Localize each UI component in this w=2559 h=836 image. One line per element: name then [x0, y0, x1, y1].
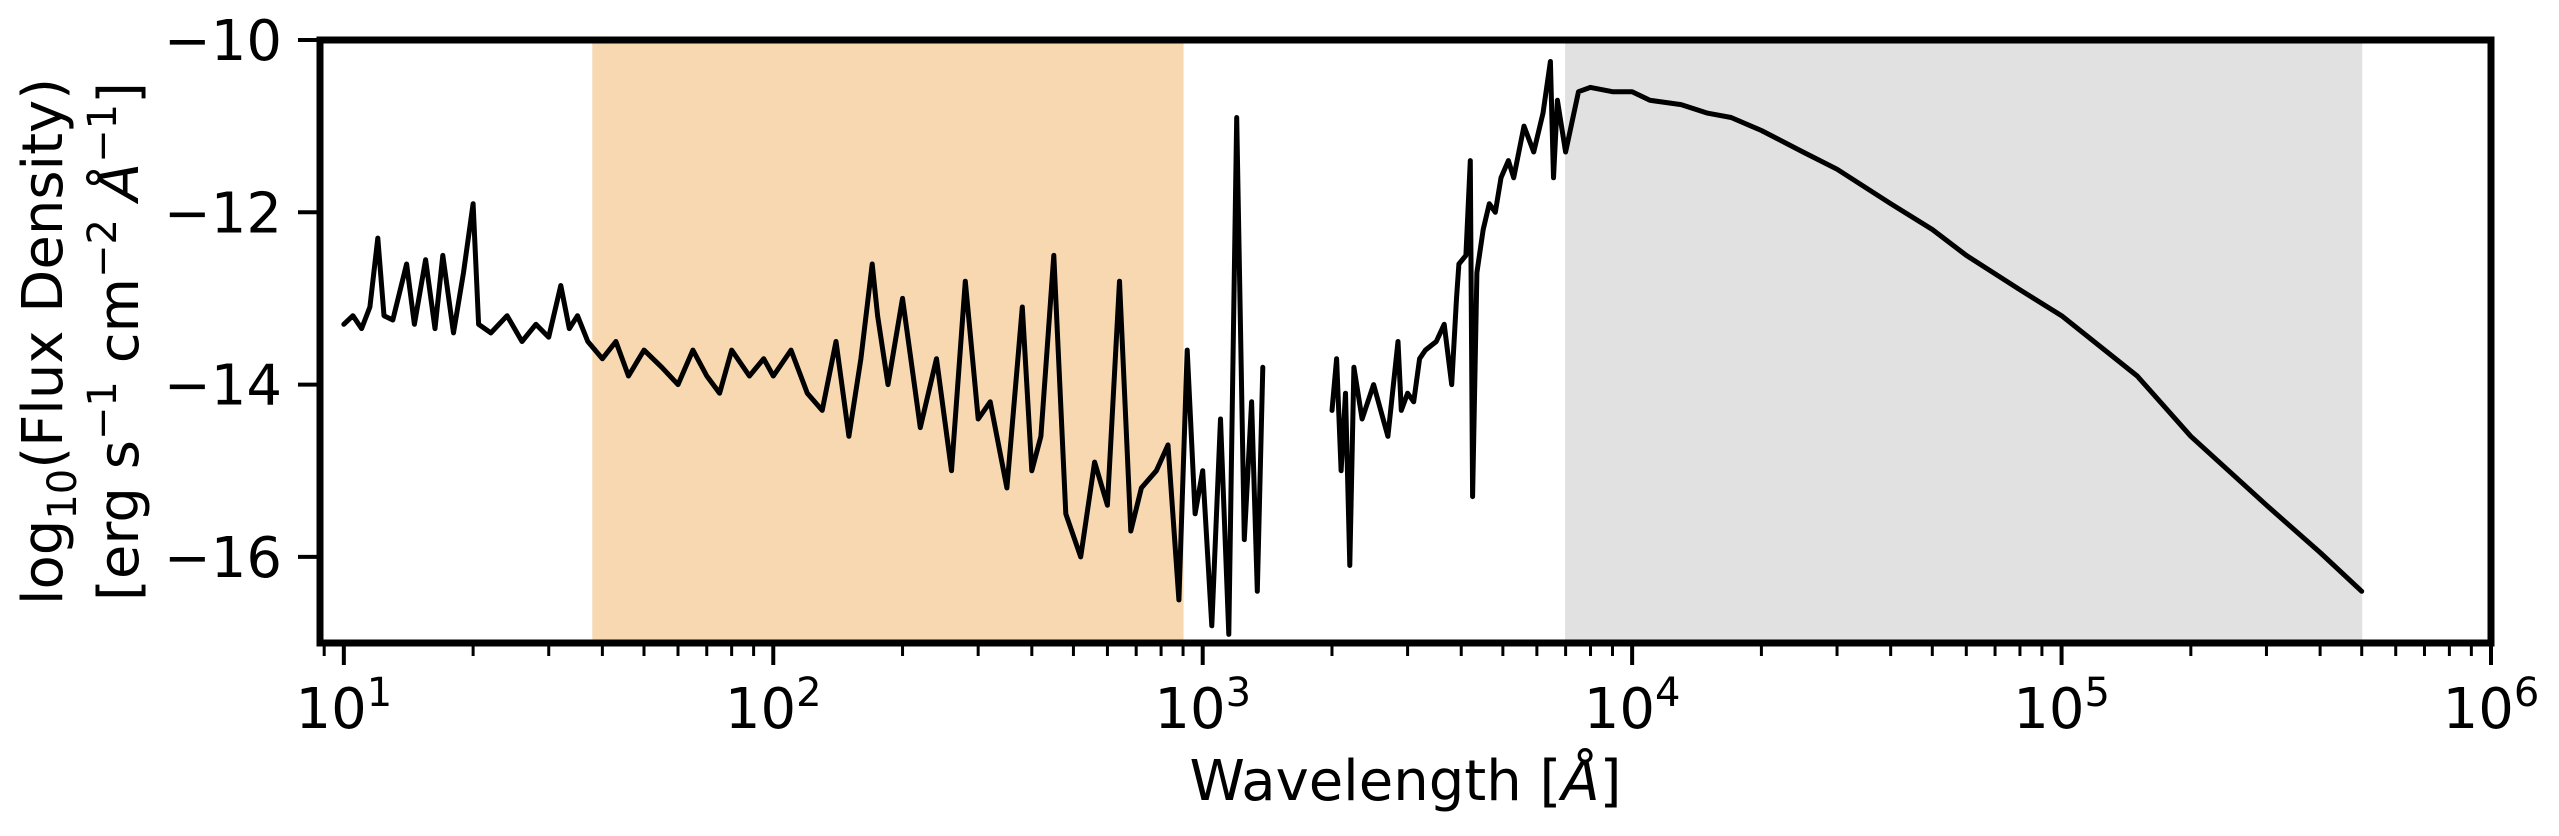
spectrum-line-segment-2: [1329, 59, 2365, 594]
major-ticks: [298, 38, 2493, 665]
y-tick-label: −10: [164, 9, 282, 74]
spectrum-series: [341, 59, 2365, 637]
x-tick-label: 105: [2013, 670, 2110, 742]
x-tick-label: 102: [725, 670, 822, 742]
shaded-region-2: [1565, 39, 2363, 644]
x-tick-label: 104: [1584, 670, 1681, 742]
shaded-regions: [592, 39, 2363, 644]
x-tick-labels: 101 102 103 104 105 106: [295, 670, 2539, 742]
y-tick-label: −14: [164, 354, 282, 419]
x-axis-label: Wavelength [Å]: [1189, 748, 1621, 814]
y-tick-labels: −10 −12 −14 −16: [164, 9, 282, 591]
y-axis-label-line1: log10(Flux Density): [11, 78, 86, 605]
x-tick-label: 106: [2443, 670, 2540, 742]
x-tick-label: 101: [295, 670, 392, 742]
shaded-region-1: [592, 39, 1184, 644]
x-tick-label: 103: [1154, 670, 1251, 742]
y-tick-label: −12: [164, 181, 282, 246]
spectrum-line-segment-1: [341, 115, 1266, 637]
y-tick-label: −16: [164, 526, 282, 591]
y-axis-label-line2: [erg s−1 cm−2 Å−1]: [80, 82, 152, 601]
plot-frame: [316, 36, 2495, 647]
